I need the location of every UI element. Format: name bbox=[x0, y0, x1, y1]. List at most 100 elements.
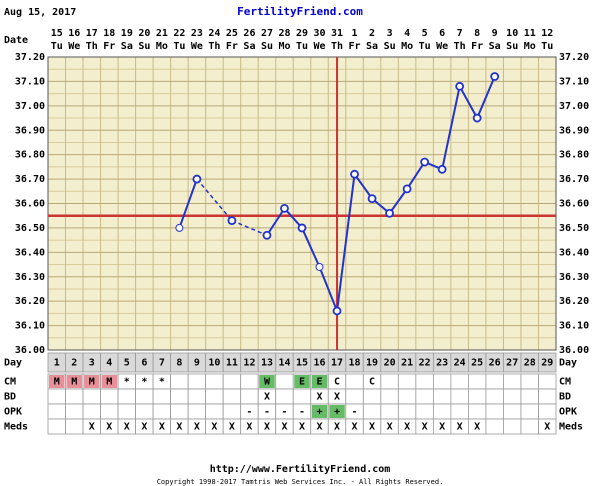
weekday: Mo bbox=[156, 41, 168, 52]
cell-value: W bbox=[264, 377, 271, 388]
cell-value: M bbox=[71, 377, 77, 388]
table-cell bbox=[432, 388, 452, 405]
y-tick-label: 37.00 bbox=[15, 101, 45, 112]
date: 24 bbox=[208, 28, 220, 39]
row-label: OPK bbox=[4, 407, 22, 418]
table-cell bbox=[415, 388, 434, 405]
temperature-point bbox=[280, 203, 289, 213]
table-cell bbox=[240, 388, 259, 405]
cell-value: X bbox=[457, 422, 463, 433]
temperature-point bbox=[297, 223, 307, 233]
table-cell bbox=[538, 373, 557, 390]
y-tick-label: 36.40 bbox=[15, 247, 45, 258]
day-number: 23 bbox=[436, 358, 448, 369]
row-label: Day bbox=[4, 358, 22, 369]
table-cell bbox=[503, 403, 522, 420]
weekday: Su bbox=[506, 41, 518, 52]
table-cell bbox=[520, 403, 539, 420]
highlight-cell bbox=[311, 375, 328, 388]
table-cell bbox=[520, 373, 539, 390]
table-cell bbox=[82, 388, 101, 405]
y-tick-label: 36.20 bbox=[15, 296, 45, 307]
row-label: CM bbox=[4, 377, 16, 388]
weekday: Tu bbox=[419, 41, 431, 52]
table-cell bbox=[362, 403, 382, 420]
table-cell bbox=[520, 418, 539, 435]
weekday: Mo bbox=[278, 41, 290, 52]
table-cell bbox=[170, 388, 189, 405]
table-cell bbox=[485, 403, 504, 420]
table-cell bbox=[397, 373, 417, 390]
y-tick-label-right: 36.30 bbox=[559, 272, 589, 283]
date: 8 bbox=[474, 28, 480, 39]
table-cell bbox=[205, 403, 224, 420]
date: 22 bbox=[173, 28, 185, 39]
table-cell bbox=[205, 373, 224, 390]
date: 4 bbox=[404, 28, 410, 39]
cell-value: X bbox=[264, 392, 270, 403]
table-cell bbox=[275, 373, 294, 390]
table-cell bbox=[170, 403, 189, 420]
day-number: 3 bbox=[89, 358, 95, 369]
table-cell bbox=[380, 388, 399, 405]
date: 30 bbox=[313, 28, 325, 39]
table-cell bbox=[468, 403, 487, 420]
day-number: 28 bbox=[524, 358, 536, 369]
y-tick-label: 36.60 bbox=[15, 199, 45, 210]
cell-value: M bbox=[89, 377, 95, 388]
day-number: 17 bbox=[331, 358, 343, 369]
cell-value: X bbox=[299, 422, 305, 433]
temperature-point bbox=[332, 306, 342, 316]
temperature-point bbox=[437, 164, 447, 174]
highlight-cell bbox=[84, 375, 100, 388]
date-label: Date bbox=[4, 35, 28, 46]
row-label: BD bbox=[4, 392, 16, 403]
date: 17 bbox=[86, 28, 98, 39]
weekday: Su bbox=[138, 41, 150, 52]
day-number: 12 bbox=[243, 358, 255, 369]
table-cell bbox=[538, 403, 557, 420]
cell-value: X bbox=[404, 422, 410, 433]
table-cell bbox=[187, 403, 207, 420]
table-cell bbox=[187, 373, 207, 390]
row-label: Meds bbox=[4, 422, 28, 433]
date: 26 bbox=[243, 28, 255, 39]
row-label-right: OPK bbox=[559, 407, 577, 418]
y-tick-label: 36.30 bbox=[15, 272, 45, 283]
cell-value: E bbox=[299, 377, 305, 388]
y-tick-label: 36.70 bbox=[15, 174, 45, 185]
weekday: Tu bbox=[51, 41, 63, 52]
cell-value: X bbox=[544, 422, 550, 433]
day-number: 20 bbox=[384, 358, 396, 369]
weekday: Th bbox=[86, 41, 98, 52]
table-cell bbox=[222, 373, 242, 390]
temperature-line bbox=[266, 76, 496, 315]
date: 12 bbox=[541, 28, 553, 39]
date: 7 bbox=[457, 28, 463, 39]
table-cell bbox=[468, 388, 487, 405]
cell-value: * bbox=[124, 377, 130, 388]
date: 1 bbox=[352, 28, 358, 39]
cell-value: C bbox=[369, 377, 375, 388]
row-label-right: CM bbox=[559, 377, 571, 388]
table-cell bbox=[450, 403, 469, 420]
footer-copyright: Copyright 1998-2017 Tamtris Web Services… bbox=[157, 478, 444, 486]
date: 16 bbox=[68, 28, 80, 39]
table-cell bbox=[468, 373, 487, 390]
cell-value: X bbox=[317, 422, 323, 433]
date: 21 bbox=[156, 28, 168, 39]
table-cell bbox=[240, 373, 259, 390]
day-number: 25 bbox=[471, 358, 483, 369]
day-number: 13 bbox=[261, 358, 273, 369]
temperature-point bbox=[472, 113, 482, 123]
weekday: We bbox=[191, 41, 203, 52]
cell-value: C bbox=[334, 377, 340, 388]
table-cell bbox=[170, 373, 189, 390]
weekday: Th bbox=[331, 41, 343, 52]
table-cell bbox=[380, 373, 399, 390]
cell-value: * bbox=[141, 377, 147, 388]
highlight-cell bbox=[101, 375, 118, 388]
day-number: 18 bbox=[349, 358, 361, 369]
table-cell bbox=[205, 388, 224, 405]
